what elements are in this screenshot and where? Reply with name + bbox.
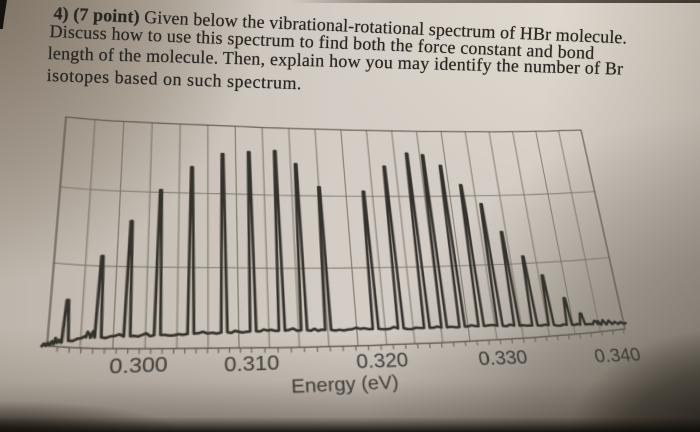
svg-text:Energy (eV): Energy (eV) [291,371,400,397]
svg-text:0.330: 0.330 [477,346,529,369]
svg-text:0.340: 0.340 [593,344,643,366]
svg-text:0.320: 0.320 [355,349,409,373]
svg-text:0.310: 0.310 [224,351,280,376]
svg-text:0.300: 0.300 [109,353,168,379]
